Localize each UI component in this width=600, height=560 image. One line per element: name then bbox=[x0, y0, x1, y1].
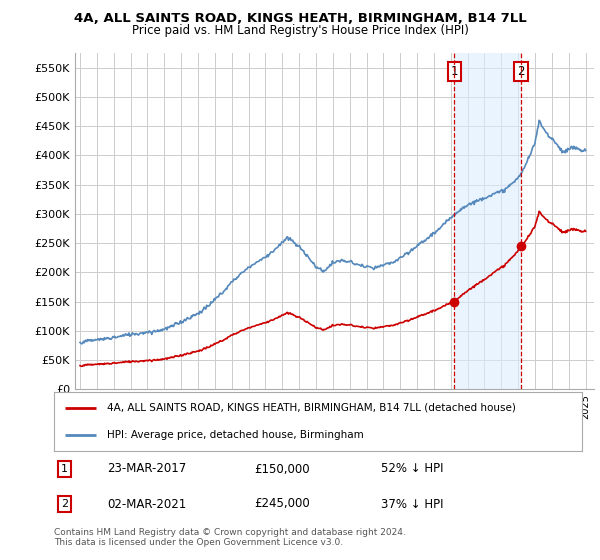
Text: £150,000: £150,000 bbox=[254, 463, 310, 475]
Text: £245,000: £245,000 bbox=[254, 497, 310, 511]
Text: 4A, ALL SAINTS ROAD, KINGS HEATH, BIRMINGHAM, B14 7LL: 4A, ALL SAINTS ROAD, KINGS HEATH, BIRMIN… bbox=[74, 12, 526, 25]
Text: 02-MAR-2021: 02-MAR-2021 bbox=[107, 497, 186, 511]
Text: HPI: Average price, detached house, Birmingham: HPI: Average price, detached house, Birm… bbox=[107, 430, 364, 440]
Text: 2: 2 bbox=[517, 65, 525, 78]
Text: 23-MAR-2017: 23-MAR-2017 bbox=[107, 463, 186, 475]
Bar bbox=[454, 53, 521, 389]
Text: 1: 1 bbox=[61, 464, 68, 474]
Text: 2: 2 bbox=[61, 499, 68, 509]
Text: Price paid vs. HM Land Registry's House Price Index (HPI): Price paid vs. HM Land Registry's House … bbox=[131, 24, 469, 36]
Text: 1: 1 bbox=[451, 65, 458, 78]
Text: Contains HM Land Registry data © Crown copyright and database right 2024.
This d: Contains HM Land Registry data © Crown c… bbox=[54, 528, 406, 547]
Text: 52% ↓ HPI: 52% ↓ HPI bbox=[382, 463, 444, 475]
Text: 37% ↓ HPI: 37% ↓ HPI bbox=[382, 497, 444, 511]
Text: 4A, ALL SAINTS ROAD, KINGS HEATH, BIRMINGHAM, B14 7LL (detached house): 4A, ALL SAINTS ROAD, KINGS HEATH, BIRMIN… bbox=[107, 403, 515, 413]
